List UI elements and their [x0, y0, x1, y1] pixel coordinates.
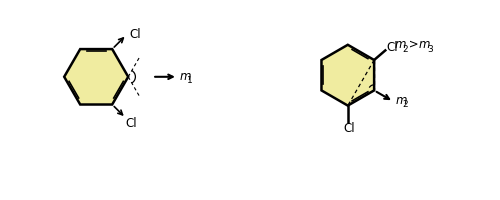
- Text: Cl: Cl: [386, 41, 398, 54]
- Text: (o-dichlorobenzene)
dipole vectors are at 60° angle: (o-dichlorobenzene) dipole vectors are a…: [50, 169, 201, 191]
- Text: m: m: [419, 38, 430, 51]
- Polygon shape: [322, 45, 374, 106]
- Text: >: >: [406, 38, 423, 51]
- Text: 3: 3: [428, 45, 433, 54]
- Text: Cl: Cl: [129, 28, 140, 41]
- Text: 2: 2: [402, 45, 408, 54]
- Text: 1: 1: [186, 76, 192, 85]
- Text: m: m: [395, 94, 406, 107]
- Text: m: m: [180, 70, 191, 82]
- Text: 2: 2: [403, 100, 408, 109]
- Text: Cl: Cl: [343, 121, 354, 134]
- Text: (m-dichlorobenzene)
dipole vectors are at 120° angle: (m-dichlorobenzene) dipole vectors are a…: [296, 169, 454, 191]
- Text: m: m: [394, 38, 406, 51]
- Text: Cl: Cl: [125, 117, 136, 130]
- Polygon shape: [64, 49, 128, 105]
